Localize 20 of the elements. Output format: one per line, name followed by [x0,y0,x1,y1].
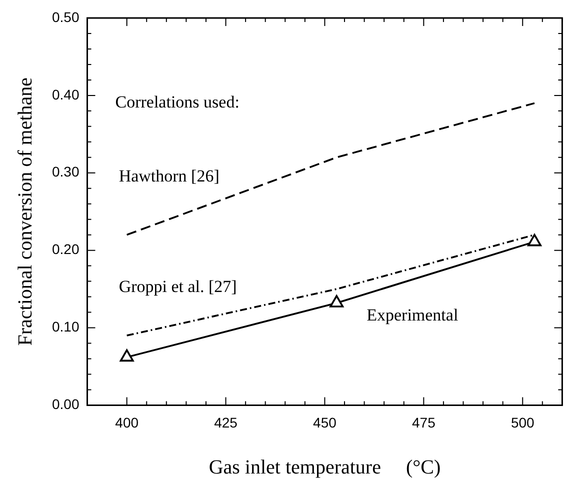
point [528,234,542,246]
x-tick-label: 425 [214,414,238,430]
point [330,295,344,308]
x-tick-label: 400 [115,414,139,430]
annotation: Correlations used: [115,92,240,112]
series-label: Groppi et al. [27] [118,276,237,296]
x-tick-label: 500 [510,414,535,430]
series-label: Hawthorn [26] [118,166,220,186]
y-axis-title: Fractional conversion of methane [14,77,36,346]
y-tick-label: 0.30 [52,164,80,180]
y-tick-label: 0.20 [52,241,80,258]
y-tick-label: 0.50 [52,8,80,25]
y-tick-label: 0.40 [52,86,80,102]
series-label: Experimental [366,305,458,324]
x-tick-label: 450 [313,414,337,430]
y-tick-label: 0.10 [52,318,80,335]
y-tick-label: 0.00 [52,396,80,412]
point [120,349,134,362]
x-axis-title: Gas inlet temperature (°C) [208,456,441,478]
x-tick-label: 475 [412,414,436,430]
